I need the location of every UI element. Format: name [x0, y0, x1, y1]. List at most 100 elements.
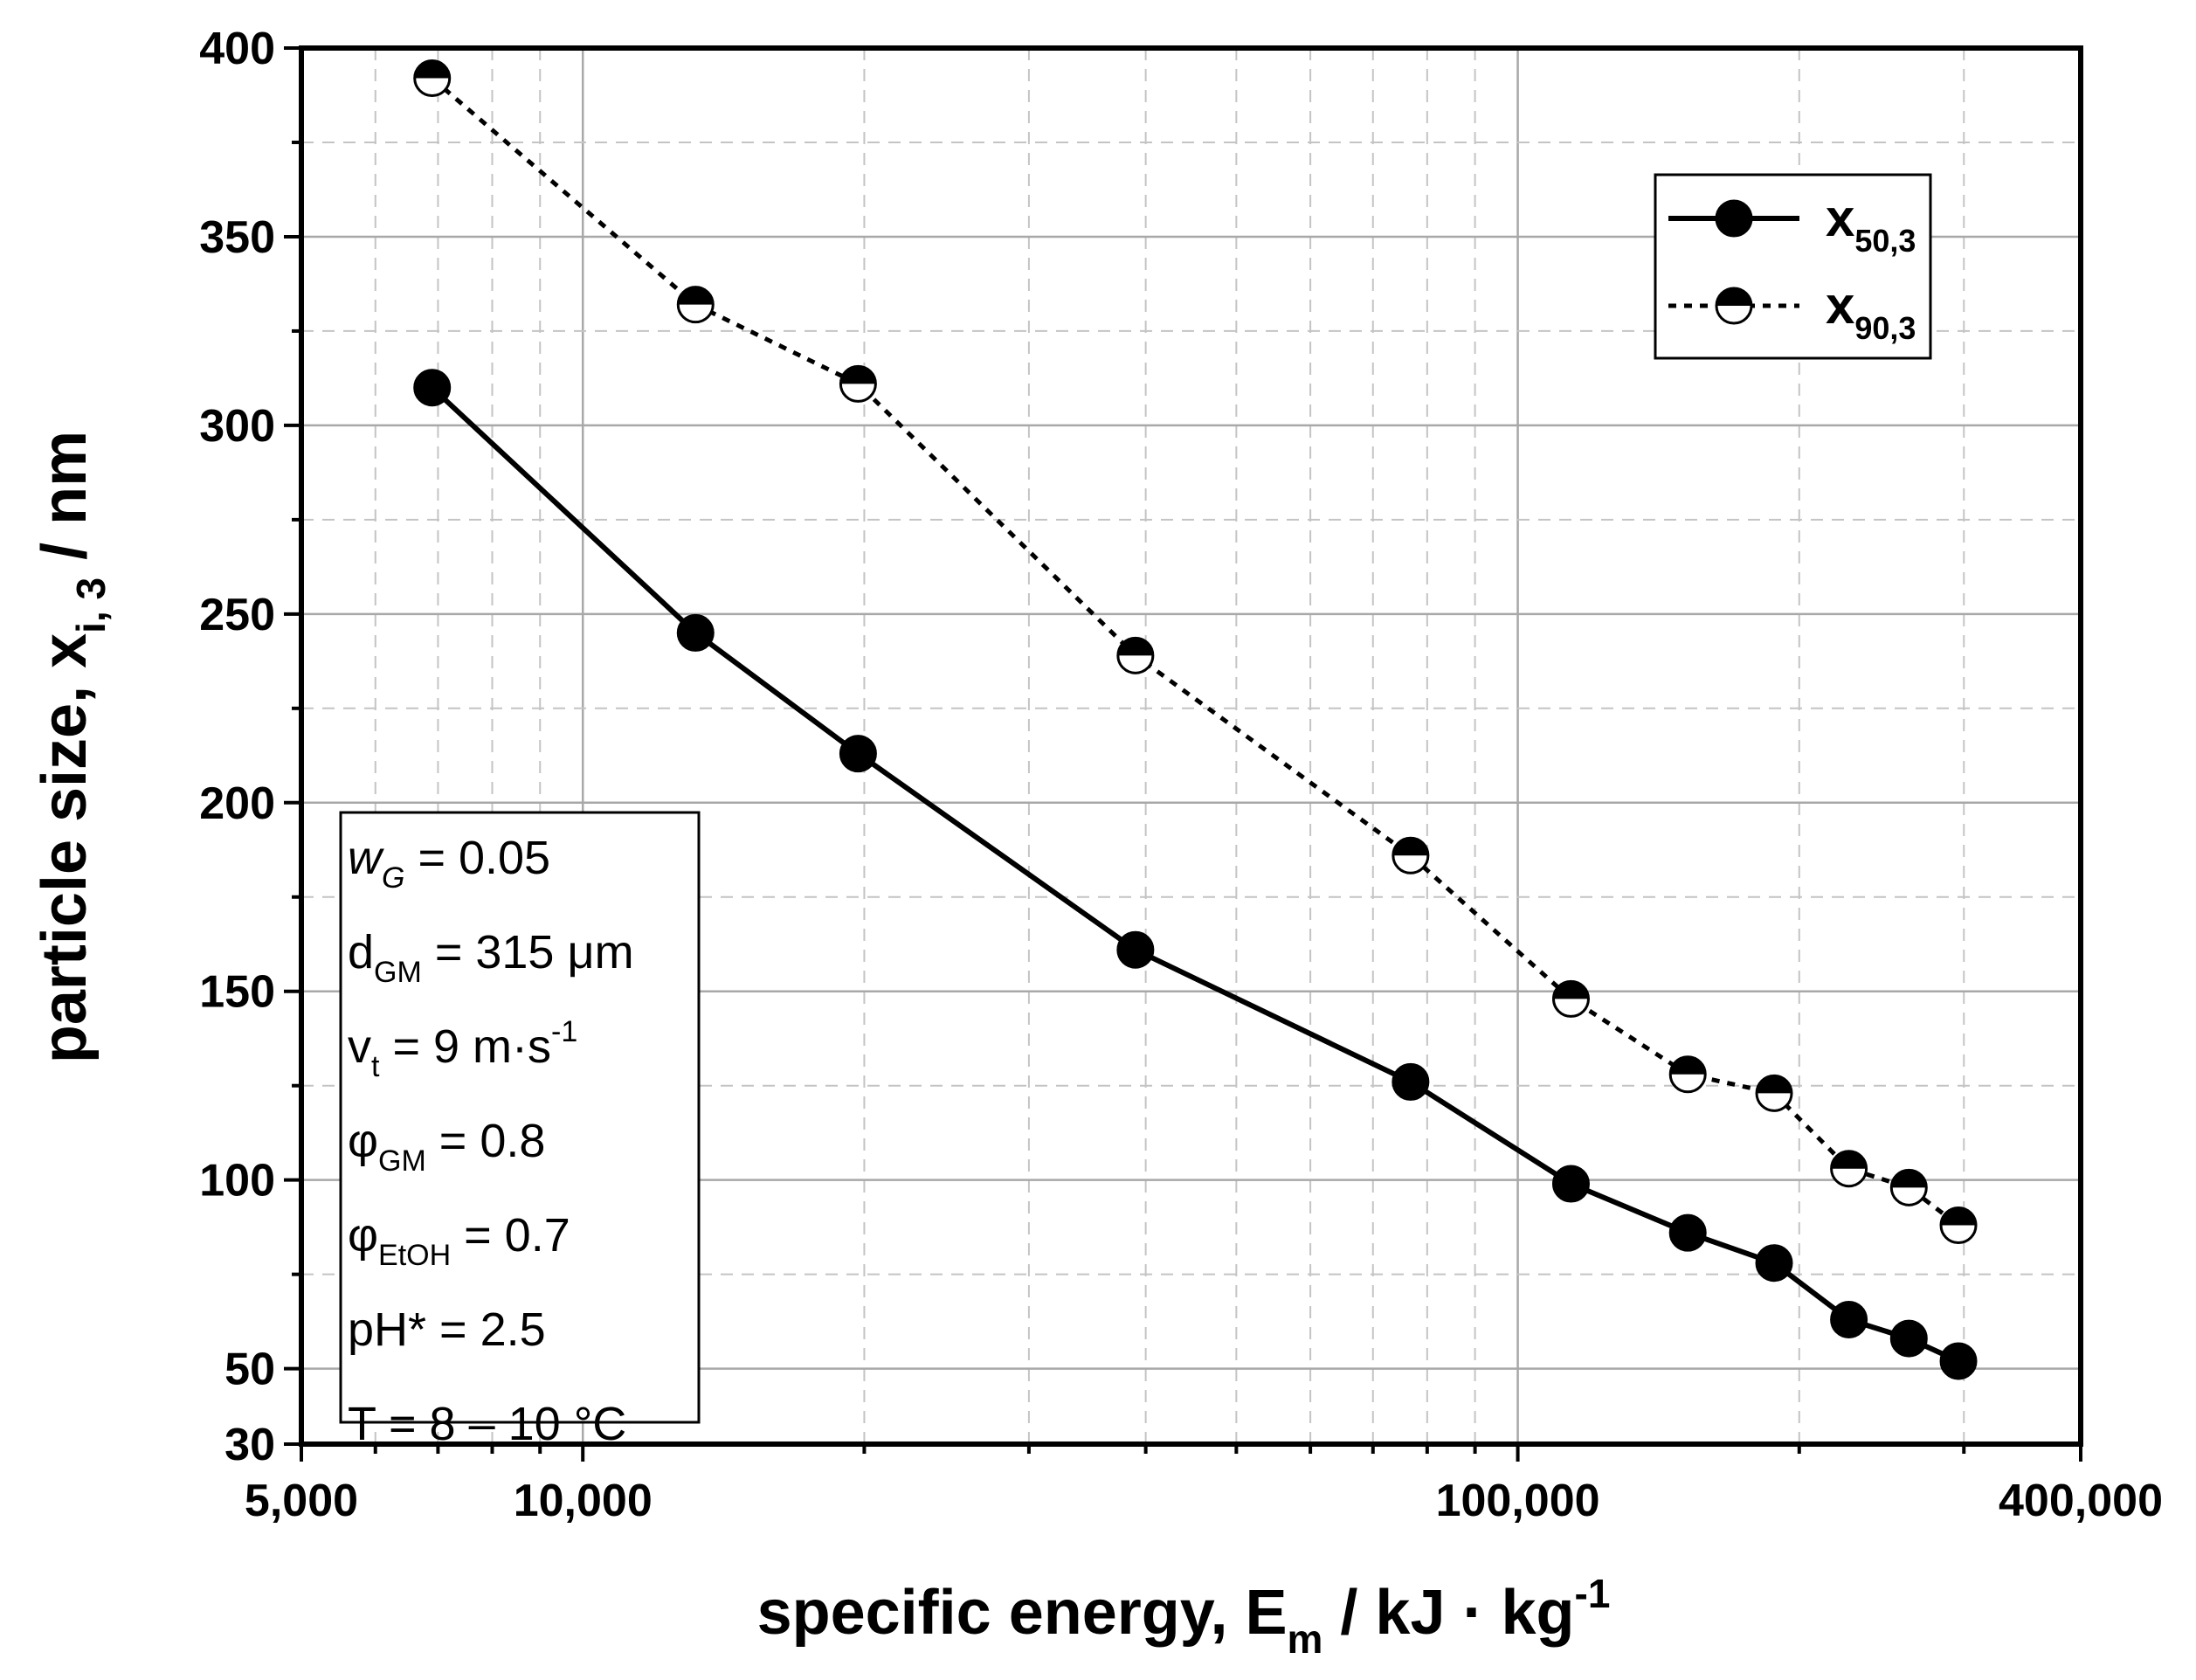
y-tick-label: 50: [224, 1345, 275, 1395]
y-tick-label: 300: [199, 401, 275, 452]
x-axis-title-main: specific energy, E: [757, 1578, 1288, 1648]
condition-value: = 9 m·s: [379, 1020, 551, 1073]
condition-subscript: G: [382, 861, 404, 895]
condition-subscript: GM: [378, 1144, 426, 1178]
data-point-90-3-9-top-fill: [1831, 1151, 1867, 1169]
legend-frame: [1654, 173, 1932, 360]
data-point-50-3-5: [1391, 1062, 1430, 1101]
tick-labels: 30 50 100 150 200 250 300 350 400 5,000 10,000 100,…: [199, 24, 2163, 1526]
data-point-50-3-4: [1116, 930, 1155, 969]
data-point-90-3-4-top-fill: [1117, 638, 1153, 656]
data-point-50-3-8: [1755, 1244, 1793, 1282]
condition-line: dGM = 315 μm: [348, 926, 634, 989]
condition-symbol: φ: [348, 1209, 378, 1262]
data-point-90-3-6: [1551, 979, 1590, 1018]
condition-value: = 315 μm: [422, 926, 634, 978]
data-point-90-3-8-top-fill: [1757, 1075, 1792, 1094]
condition-symbol: d: [348, 926, 374, 978]
data-point-90-3-5-top-fill: [1392, 838, 1428, 856]
condition-symbol: pH* = 2.5: [348, 1303, 546, 1356]
axis-ticks: [284, 46, 2082, 1462]
legend-marker-2-top-fill: [1716, 288, 1751, 306]
legend-label-2: x90,3: [1826, 276, 1916, 346]
condition-symbol: v: [348, 1020, 371, 1073]
y-tick-label: 350: [199, 212, 275, 263]
y-axis-title-sub: i, 3: [68, 577, 114, 633]
plot-border: [299, 45, 2083, 1447]
plot-frame: [299, 45, 2083, 1447]
data-point-90-3-7-top-fill: [1670, 1056, 1706, 1075]
condition-value: = 0.8: [426, 1115, 546, 1167]
data-point-90-3-8: [1755, 1074, 1793, 1112]
x-tick-label: 100,000: [1436, 1476, 1600, 1526]
data-point-50-3-6: [1551, 1165, 1590, 1203]
legend-marker-1: [1715, 199, 1753, 238]
y-tick-label: 30: [224, 1420, 275, 1470]
condition-superscript: -1: [551, 1015, 577, 1048]
data-point-90-3-10: [1889, 1168, 1928, 1206]
condition-line: vt = 9 m·s-1: [348, 1015, 577, 1083]
x-tick-label: 400,000: [1999, 1476, 2163, 1526]
y-tick-label: 250: [199, 590, 275, 640]
y-tick-label: 150: [199, 967, 275, 1018]
condition-line: wG = 0.05: [348, 832, 550, 895]
condition-value: = 0.7: [451, 1209, 570, 1262]
condition-value: = 0.05: [404, 832, 550, 884]
x-axis-title-sup: -1: [1575, 1571, 1611, 1616]
data-point-90-3-4: [1116, 636, 1155, 674]
series-layer: [413, 59, 1978, 1380]
legend-marker-2: [1715, 287, 1753, 325]
legend-label-main: x: [1826, 276, 1854, 335]
data-point-90-3-1-top-fill: [414, 60, 450, 79]
data-point-50-3-10: [1889, 1319, 1928, 1358]
data-point-90-3-10-top-fill: [1891, 1170, 1927, 1188]
data-point-90-3-3: [839, 364, 877, 403]
legend-label-sub: 50,3: [1854, 223, 1916, 259]
data-point-90-3-6-top-fill: [1553, 981, 1589, 999]
series-line-x90-3: [431, 76, 1960, 1227]
x-tick-label: 5,000: [245, 1476, 358, 1526]
x-axis-title-sub: m: [1288, 1616, 1323, 1662]
condition-line: T = 8 – 10 °C: [348, 1398, 626, 1450]
data-point-50-3-7: [1668, 1213, 1707, 1252]
y-axis-title-main: particle size, x: [30, 633, 100, 1063]
condition-line: φEtOH = 0.7: [348, 1209, 570, 1272]
data-point-90-3-5: [1391, 836, 1430, 875]
y-tick-label: 200: [199, 778, 275, 829]
condition-subscript: t: [371, 1050, 380, 1083]
data-point-90-3-1: [413, 59, 452, 98]
condition-subscript: GM: [374, 956, 422, 989]
data-point-90-3-3-top-fill: [840, 366, 876, 384]
legend-label-main: x: [1826, 189, 1854, 247]
y-tick-label: 400: [199, 24, 275, 74]
data-point-50-3-3: [839, 735, 877, 773]
data-point-50-3-11: [1939, 1342, 1978, 1380]
data-point-90-3-11: [1939, 1206, 1978, 1245]
data-point-90-3-2-top-fill: [678, 287, 714, 305]
conditions-box-frame: [339, 811, 701, 1424]
data-point-50-3-1: [413, 369, 452, 407]
y-axis-title-unit: / nm: [30, 431, 100, 577]
condition-subscript: EtOH: [378, 1239, 451, 1272]
y-tick-label: 100: [199, 1156, 275, 1206]
legend-label-sub: 90,3: [1854, 310, 1916, 346]
condition-line: φGM = 0.8: [348, 1115, 545, 1178]
data-point-90-3-7: [1668, 1055, 1707, 1094]
x-axis-title: specific energy, Em / kJ · kg-1: [757, 1571, 1611, 1662]
data-point-90-3-11-top-fill: [1941, 1207, 1977, 1226]
x-tick-label: 10,000: [514, 1476, 653, 1526]
condition-symbol: T = 8 – 10 °C: [348, 1398, 626, 1450]
data-point-50-3-2: [676, 613, 715, 652]
condition-line: pH* = 2.5: [348, 1303, 546, 1356]
legend-label-1: x50,3: [1826, 189, 1916, 259]
y-axis-title: particle size, xi, 3 / nm: [30, 431, 114, 1063]
data-point-90-3-2: [676, 286, 715, 324]
data-point-90-3-9: [1830, 1150, 1868, 1188]
data-point-50-3-9: [1830, 1300, 1868, 1338]
axis-titles: specific energy, Em / kJ · kg-1particle …: [30, 431, 1610, 1662]
condition-symbol: w: [348, 832, 384, 884]
x-axis-title-unit: / kJ · kg: [1322, 1578, 1574, 1648]
